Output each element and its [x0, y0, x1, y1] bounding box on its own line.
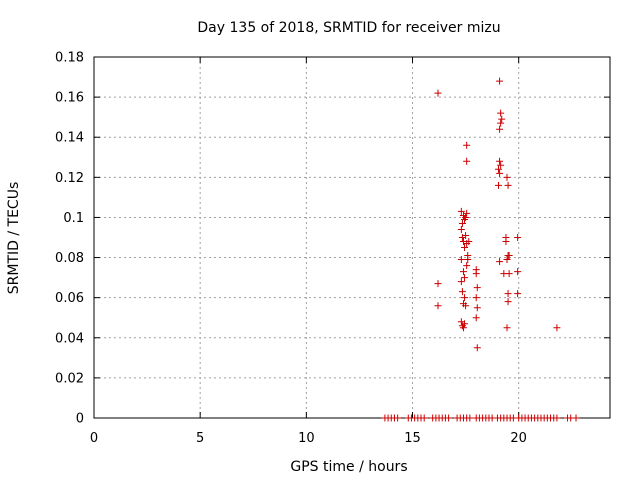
y-tick-label: 0.16 [55, 91, 84, 106]
data-point [496, 77, 504, 85]
data-point [497, 161, 505, 169]
x-tick-label: 0 [90, 431, 98, 446]
chart-title: Day 135 of 2018, SRMTID for receiver miz… [197, 20, 500, 36]
data-point [496, 125, 504, 133]
data-point [473, 284, 481, 292]
y-axis-title: SRMTID / TECUs [6, 182, 22, 295]
data-point [514, 290, 522, 298]
data-point [473, 344, 481, 352]
data-point [461, 294, 469, 302]
data-point [514, 234, 522, 241]
data-point [463, 141, 471, 149]
data-point [503, 256, 511, 264]
data-point [504, 298, 512, 306]
y-tick-label: 0.18 [55, 51, 84, 66]
data-point [496, 157, 504, 165]
data-point [434, 280, 442, 288]
data-point [553, 324, 561, 332]
data-point [496, 258, 504, 266]
data-point [434, 302, 442, 310]
data-point [502, 238, 510, 246]
data-point [461, 244, 469, 252]
data-point [459, 300, 467, 308]
data-points [381, 77, 580, 422]
data-point [498, 115, 506, 123]
data-point [461, 320, 469, 328]
x-tick-label: 15 [404, 431, 421, 446]
y-tick-label: 0.1 [63, 211, 84, 226]
data-point [495, 165, 503, 173]
data-point [503, 173, 511, 181]
grid [94, 57, 610, 418]
x-axis-ticks: 0 5 10 15 20 [90, 57, 527, 446]
axes [93, 56, 611, 419]
data-point [572, 414, 580, 422]
data-point [496, 169, 504, 177]
y-tick-label: 0.02 [55, 371, 84, 386]
y-tick-label: 0.08 [55, 251, 84, 266]
y-tick-label: 0.14 [55, 131, 84, 146]
data-point [394, 414, 402, 422]
y-tick-label: 0.04 [55, 331, 84, 346]
data-point [504, 290, 512, 298]
data-point [465, 238, 473, 246]
data-point [457, 207, 465, 215]
data-point [503, 324, 511, 332]
x-tick-label: 10 [298, 431, 315, 446]
data-point [462, 231, 470, 239]
data-point [459, 324, 467, 332]
data-point [504, 181, 512, 189]
data-point [457, 256, 465, 264]
data-point [466, 414, 474, 422]
data-point [457, 225, 465, 233]
y-tick-label: 0.12 [55, 171, 84, 186]
x-axis-title: GPS time / hours [290, 459, 407, 475]
data-point [553, 414, 561, 422]
plot-frame [93, 56, 611, 419]
x-tick-label: 20 [510, 431, 527, 446]
data-point [473, 304, 481, 312]
data-point [497, 119, 505, 127]
data-point [459, 268, 467, 276]
data-point [472, 270, 480, 278]
data-point [505, 252, 513, 260]
data-point [457, 278, 465, 286]
data-point [458, 288, 466, 296]
data-point [495, 181, 503, 189]
data-point [462, 213, 470, 221]
data-point [505, 270, 513, 278]
y-axis-ticks: 0 0.02 0.04 0.06 0.08 0.1 0.12 0.14 0.16 0.18 [55, 51, 610, 427]
y-tick-label: 0.06 [55, 291, 84, 306]
data-point [461, 274, 469, 282]
data-point [434, 89, 442, 97]
data-point [514, 268, 522, 276]
data-point [497, 109, 505, 117]
data-point [472, 314, 480, 322]
data-point [445, 414, 453, 422]
data-point [463, 209, 471, 217]
x-tick-label: 5 [196, 431, 204, 446]
data-point [463, 157, 471, 165]
data-point [420, 414, 428, 422]
y-tick-label: 0 [76, 412, 84, 427]
data-point [472, 294, 480, 302]
data-point [463, 262, 471, 270]
data-point [464, 256, 472, 264]
data-point [458, 219, 466, 227]
